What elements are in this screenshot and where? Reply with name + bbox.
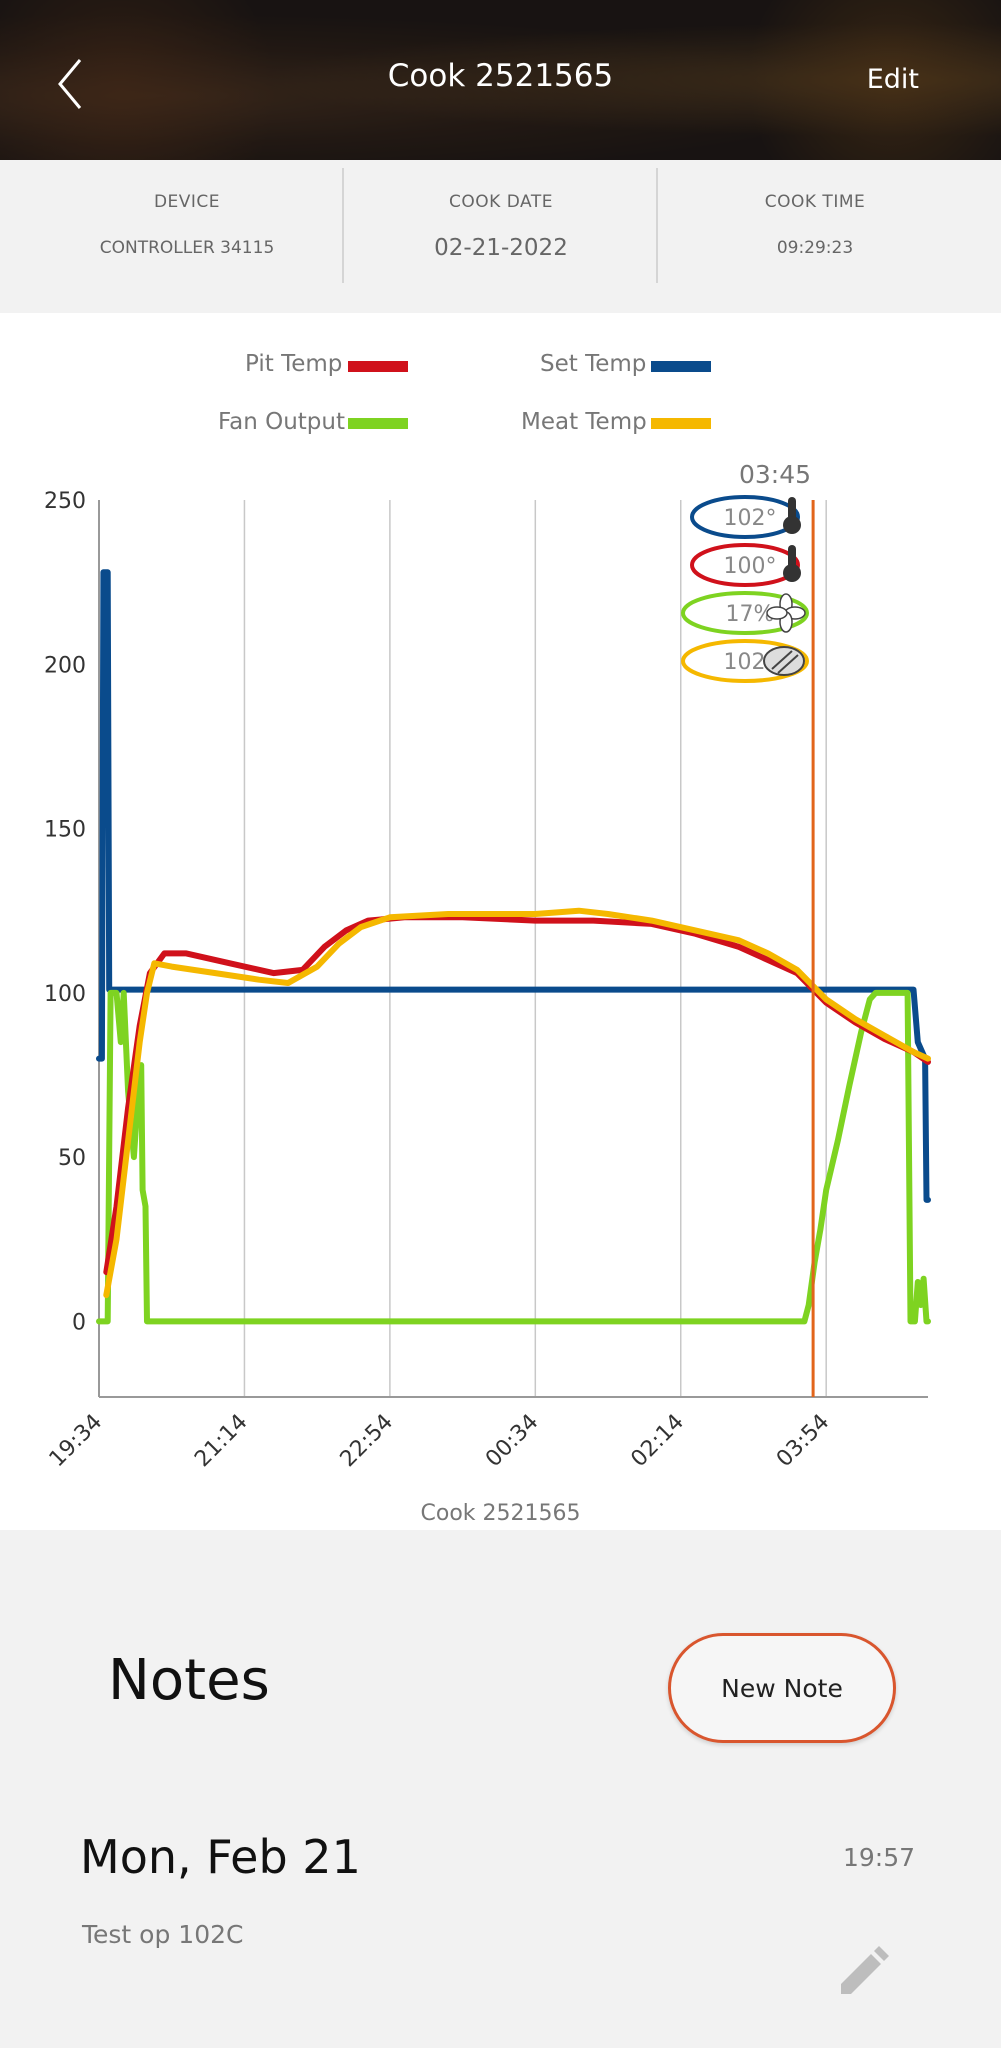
cook-date-label: COOK DATE xyxy=(449,192,553,212)
x-tick-label: 22:54 xyxy=(336,1410,399,1473)
legend-meat-swatch xyxy=(651,418,711,429)
legend-set-label: Set Temp xyxy=(540,351,647,377)
set-temp-line xyxy=(96,569,931,1203)
y-tick-label: 0 xyxy=(72,1310,86,1335)
legend-fan-swatch xyxy=(348,418,408,429)
legend-set-swatch xyxy=(651,361,711,372)
cook-time-label: COOK TIME xyxy=(764,192,866,212)
thermometer-icon xyxy=(788,545,796,569)
cook-time-value: 09:29:23 xyxy=(776,238,854,258)
notes-heading: Notes xyxy=(108,1648,270,1713)
note-date: Mon, Feb 21 xyxy=(80,1830,361,1884)
x-tick-label: 21:14 xyxy=(190,1410,253,1473)
readout-fan-pill xyxy=(681,591,809,635)
cook-time-info: COOK TIME 09:29:23 xyxy=(658,160,972,313)
cursor-time-label: 03:45 xyxy=(739,460,811,489)
edit-button[interactable]: Edit xyxy=(866,64,919,95)
readout-pit-pill xyxy=(690,543,800,587)
chart-caption: Cook 2521565 xyxy=(420,1501,581,1526)
legend-pit-label: Pit Temp xyxy=(245,351,343,377)
thermometer-bulb xyxy=(783,564,801,582)
note-text: Test op 102C xyxy=(82,1920,244,1949)
device-info: DEVICE CONTROLLER 34115 xyxy=(30,160,344,313)
back-button[interactable] xyxy=(52,52,102,116)
note-time: 19:57 xyxy=(842,1843,915,1872)
cook-date-value: 02-21-2022 xyxy=(434,235,568,261)
legend-meat-label: Meat Temp xyxy=(521,409,647,435)
y-tick-label: 250 xyxy=(44,489,86,514)
divider xyxy=(656,168,658,283)
y-tick-label: 150 xyxy=(44,818,86,843)
x-tick-label: 03:54 xyxy=(772,1410,835,1473)
readout-pit-value: 100° xyxy=(724,554,777,579)
new-note-button[interactable]: New Note xyxy=(668,1633,896,1743)
device-value: CONTROLLER 34115 xyxy=(99,238,275,258)
y-tick-label: 200 xyxy=(44,653,86,678)
cook-date-info: COOK DATE 02-21-2022 xyxy=(344,160,658,313)
fan-output-line xyxy=(96,989,931,1325)
legend-pit-swatch xyxy=(348,361,408,372)
header-shade xyxy=(0,0,1001,160)
readout-set-value: 102° xyxy=(724,506,777,531)
temperature-chart[interactable]: 19:34 21:14 22:54 00:34 02:14 03:54 0 50 100 150 2… xyxy=(0,313,1001,1530)
steak-icon xyxy=(763,646,805,676)
x-tick-label: 02:14 xyxy=(626,1410,689,1473)
steak-icon-stripe xyxy=(771,650,793,670)
pencil-icon xyxy=(841,1946,889,1994)
steak-icon-stripe xyxy=(777,654,799,674)
thermometer-icon xyxy=(788,497,796,521)
chart-panel: Pit Temp Set Temp Fan Output Meat Temp 1… xyxy=(0,313,1001,1530)
readout-set-pill xyxy=(690,495,800,539)
legend-fan-label: Fan Output xyxy=(218,409,345,435)
readout-fan-value: 17% xyxy=(726,602,775,627)
page-title: Cook 2521565 xyxy=(387,58,614,94)
cook-info-bar: DEVICE CONTROLLER 34115 COOK DATE 02-21-… xyxy=(0,160,1001,313)
thermometer-bulb xyxy=(783,516,801,534)
y-tick-label: 50 xyxy=(58,1146,86,1171)
edit-note-button[interactable] xyxy=(833,1940,893,2000)
x-tick-label: 19:34 xyxy=(45,1410,108,1473)
fan-icon xyxy=(766,606,788,620)
x-tick-label: 00:34 xyxy=(481,1410,544,1473)
pit-temp-line xyxy=(103,914,931,1276)
meat-temp-line xyxy=(103,907,931,1299)
header-bar: Cook 2521565 Edit xyxy=(0,0,1001,160)
y-tick-label: 100 xyxy=(44,982,86,1007)
device-label: DEVICE xyxy=(153,192,221,212)
divider xyxy=(342,168,344,283)
chevron-left-icon xyxy=(58,59,82,109)
